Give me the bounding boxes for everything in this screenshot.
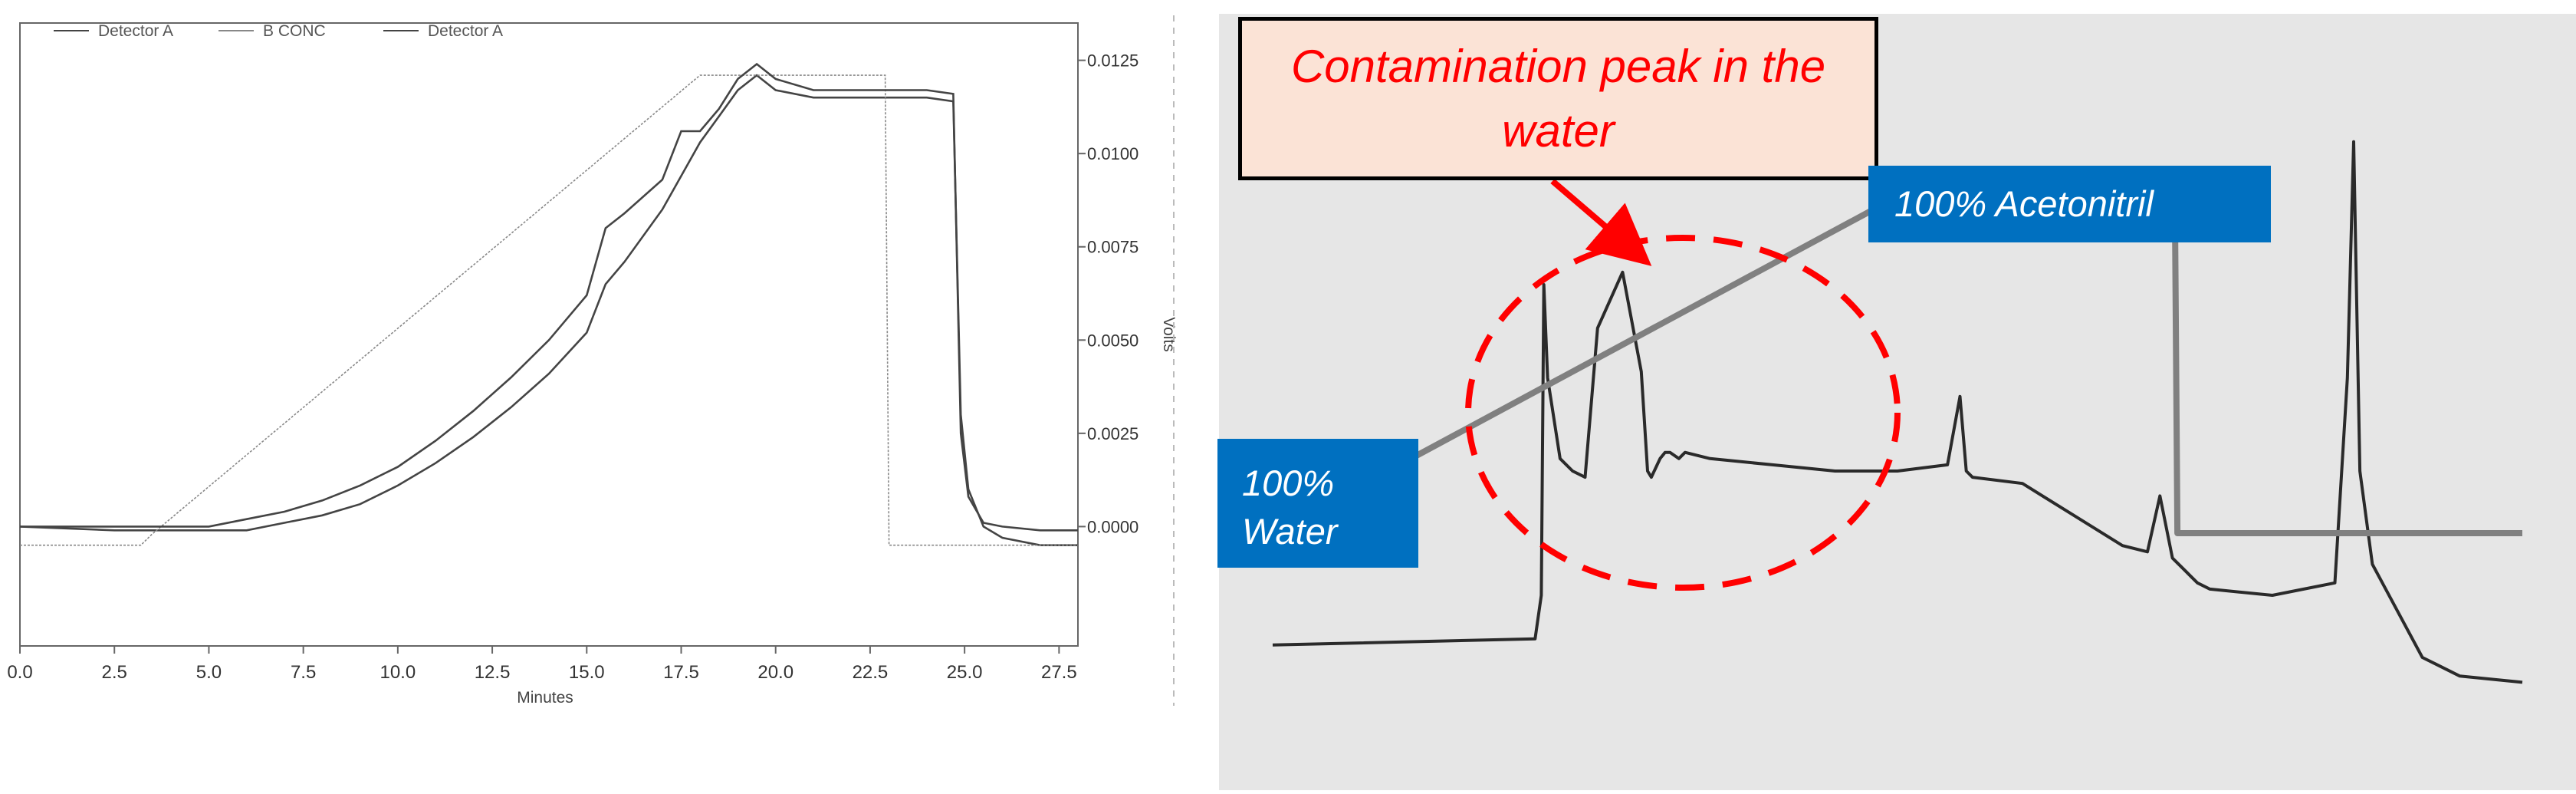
- x-tick-label: 22.5: [853, 662, 889, 683]
- y-tick-label: 0.0075: [1087, 238, 1138, 257]
- x-tick-label: 17.5: [663, 662, 699, 683]
- y-axis-label-right: Volts: [1160, 317, 1178, 352]
- legend-entry: B CONC: [263, 22, 326, 40]
- y-tick-label: 0.0000: [1087, 517, 1138, 536]
- x-axis-ticks: 0.0 2.5 5.0 7.5 10.0 12.5 15.0 17.5 20.0 22.5 25.0…: [7, 646, 1077, 683]
- x-tick-label: 25.0: [947, 662, 983, 683]
- x-tick-label: 5.0: [196, 662, 222, 683]
- series-line-detector-a: [20, 62, 1078, 532]
- series-line-detector-a: [19, 74, 1078, 547]
- water-label-text: 100% Water: [1242, 463, 1338, 552]
- acetonitrile-label: 100% Acetonitril: [1868, 166, 2271, 242]
- x-axis-label: Minutes: [517, 689, 573, 707]
- acetonitrile-label-text: 100% Acetonitril: [1894, 183, 2154, 224]
- x-tick-label: 15.0: [569, 662, 605, 683]
- panel-divider: [1173, 15, 1175, 706]
- x-tick-label: 7.5: [291, 662, 316, 683]
- callout-arrow: [1550, 178, 1652, 266]
- left-chromatogram-panel: Detector A B CONC Detector A 0.0 2.5 5.0 7.5 1…: [0, 0, 1181, 790]
- chart-legend: Detector A B CONC Detector A: [54, 22, 503, 40]
- contamination-circle: [1465, 235, 1901, 591]
- x-tick-label: 2.5: [102, 662, 127, 683]
- y-tick-label: 0.0050: [1087, 331, 1138, 350]
- callout-text: Contamination peak in the water: [1290, 40, 1826, 156]
- x-tick-label: 10.0: [380, 662, 416, 683]
- y-tick-label: 0.0125: [1087, 51, 1138, 71]
- gradient-line: [1271, 206, 2522, 536]
- legend-entry: Detector A: [98, 22, 173, 40]
- contamination-callout: Contamination peak in the water: [1238, 17, 1878, 180]
- chromatogram-line: [1272, 140, 2523, 684]
- y-axis-ticks-right: 0.0125 0.0100 0.0075 0.0050 0.0025 0.0000: [1078, 51, 1138, 536]
- y-tick-label: 0.0100: [1087, 144, 1138, 163]
- x-tick-label: 20.0: [757, 662, 794, 683]
- series-line-b-conc: [20, 74, 1078, 546]
- water-label: 100% Water: [1217, 439, 1418, 568]
- series-lines: [19, 62, 1078, 547]
- x-tick-label: 12.5: [475, 662, 511, 683]
- x-tick-label: 27.5: [1041, 662, 1077, 683]
- x-tick-label: 0.0: [7, 662, 32, 683]
- y-tick-label: 0.0025: [1087, 424, 1138, 443]
- legend-entry: Detector A: [428, 22, 503, 40]
- plot-frame: [19, 22, 1079, 647]
- left-chart-svg: Detector A B CONC Detector A 0.0 2.5 5.0 7.5 1…: [7, 22, 1178, 707]
